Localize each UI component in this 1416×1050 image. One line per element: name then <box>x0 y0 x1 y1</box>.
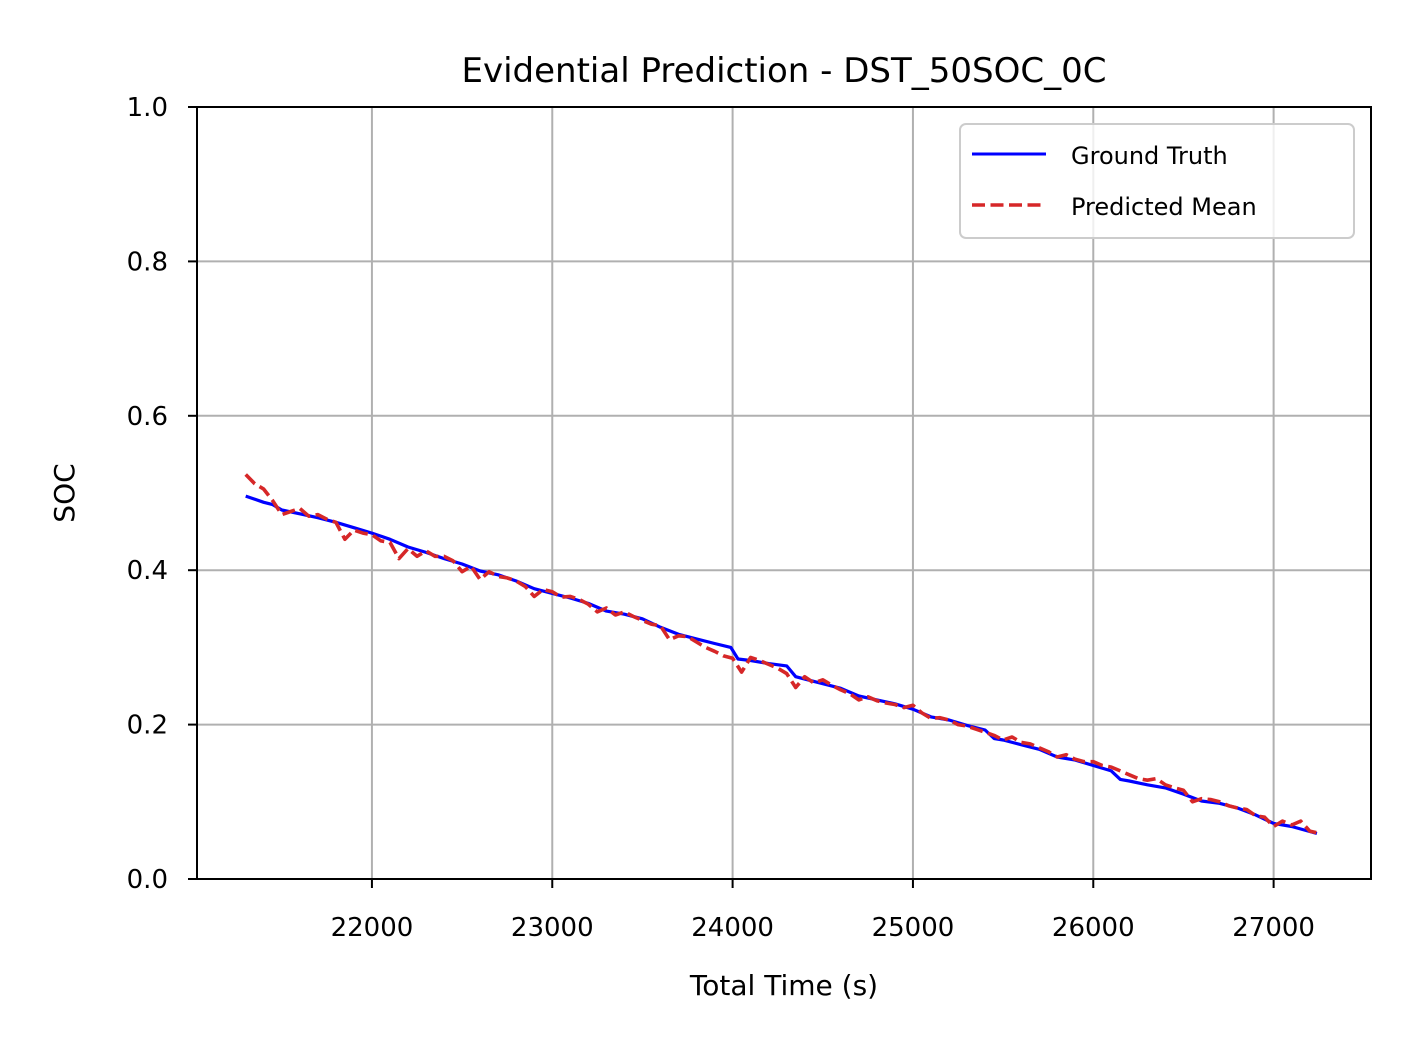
legend-box <box>959 123 1355 239</box>
axis-ticks: 22000 23000 24000 25000 26000 27000 0.0 0.2 0.4 0… <box>127 93 1315 943</box>
y-tick-label: 0.6 <box>127 402 168 432</box>
y-tick-label: 0.0 <box>127 865 168 895</box>
y-axis-label: SOC <box>48 463 81 522</box>
series-lines <box>244 473 1318 836</box>
legend-label-predicted-mean: Predicted Mean <box>1071 193 1257 221</box>
y-tick-label: 1.0 <box>127 93 168 123</box>
x-tick-label: 27000 <box>1232 913 1315 943</box>
legend: Ground Truth Predicted Mean <box>959 123 1355 239</box>
plot-frame <box>196 106 1372 880</box>
x-tick-label: 26000 <box>1052 913 1135 943</box>
x-axis-label: Total Time (s) <box>689 969 878 1002</box>
grid <box>197 106 1371 880</box>
x-tick-label: 25000 <box>872 913 955 943</box>
legend-label-ground-truth: Ground Truth <box>1071 142 1228 170</box>
x-tick-label: 24000 <box>691 913 774 943</box>
y-tick-label: 0.4 <box>127 556 168 586</box>
chart-title: Evidential Prediction - DST_50SOC_0C <box>461 51 1106 91</box>
y-tick-label: 0.8 <box>127 247 168 277</box>
x-tick-label: 23000 <box>511 913 594 943</box>
y-tick-label: 0.2 <box>127 711 168 741</box>
series-line-predicted-mean <box>244 473 1318 835</box>
x-tick-label: 22000 <box>331 913 414 943</box>
series-line-ground-truth <box>245 494 1318 836</box>
